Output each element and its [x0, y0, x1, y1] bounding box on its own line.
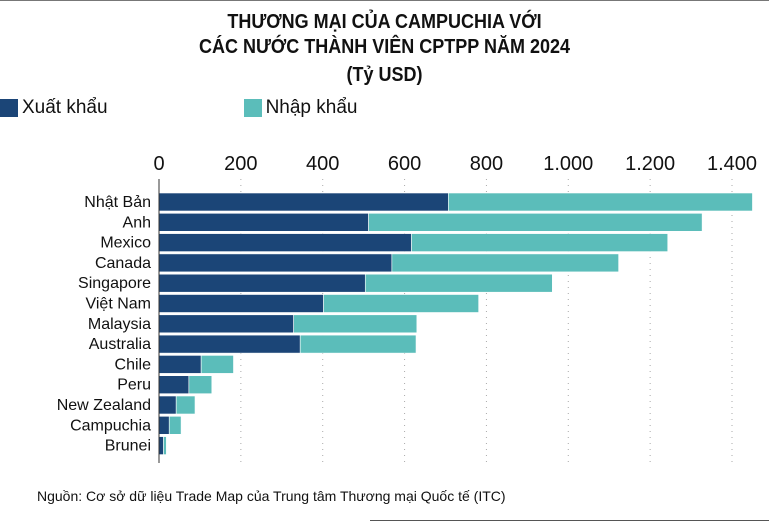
x-tick-label: 1.000: [543, 153, 593, 175]
bar-export: [158, 233, 412, 252]
legend-item-import: Nhập khẩu: [243, 97, 358, 119]
bar-export: [158, 415, 170, 435]
bar-export: [158, 213, 369, 232]
category-label: Malaysia: [88, 316, 151, 333]
bar-export: [158, 375, 190, 395]
category-label: Chile: [115, 356, 152, 373]
chart-title-line-2: CÁC NƯỚC THÀNH VIÊN CPTPP NĂM 2024: [198, 36, 571, 58]
x-tick-label: 800: [470, 153, 503, 175]
bar-export: [158, 355, 202, 374]
category-label: Brunei: [105, 438, 151, 455]
bar-import: [200, 355, 234, 374]
bar-import: [175, 395, 196, 415]
x-tick-label: 1.200: [625, 153, 675, 175]
bar-import: [411, 233, 669, 252]
category-label: Việt Nam: [85, 296, 151, 313]
category-label: Nhật Bản: [84, 194, 151, 211]
category-label: New Zealand: [57, 397, 151, 414]
x-tick-label: 200: [224, 153, 257, 175]
category-label: Anh: [123, 214, 151, 231]
bar-import: [368, 213, 703, 232]
legend-label-import: Nhập khẩu: [265, 97, 358, 118]
legend-swatch-import: [243, 99, 262, 117]
source-note: Nguồn: Cơ sở dữ liệu Trade Map của Trung…: [37, 488, 506, 504]
bar-import: [448, 192, 753, 212]
bar-export: [158, 436, 164, 455]
bar-export: [158, 294, 324, 313]
bar-export: [158, 395, 177, 415]
bar-export: [158, 192, 449, 212]
category-label: Singapore: [78, 275, 151, 292]
chart-title-unit: (Tỷ USD): [346, 64, 423, 86]
x-tick-label: 1.400: [707, 153, 757, 175]
bar-import: [364, 273, 553, 293]
bar-import: [299, 334, 417, 354]
legend-label-export: Xuất khẩu: [22, 97, 108, 118]
category-label: Campuchia: [70, 417, 151, 434]
bar-import: [391, 253, 619, 273]
bar-import: [293, 314, 418, 334]
category-label: Mexico: [100, 235, 151, 252]
bar-export: [158, 314, 294, 334]
category-label: Canada: [95, 255, 151, 272]
bar-import: [323, 294, 479, 313]
bar-import: [163, 436, 167, 455]
bar-export: [158, 253, 393, 273]
bar-export: [158, 273, 366, 293]
bar-import: [188, 375, 213, 395]
x-tick-label: 0: [153, 153, 164, 175]
legend-item-export: Xuất khẩu: [0, 97, 108, 119]
category-label: Peru: [117, 377, 151, 394]
legend: Xuất khẩu Nhập khẩu: [0, 97, 393, 119]
chart-title-line-1: THƯƠNG MẠI CỦA CAMPUCHIA VỚI: [227, 11, 542, 33]
x-tick-label: 600: [388, 153, 421, 175]
bar-export: [158, 334, 301, 354]
bar-import: [168, 415, 182, 435]
legend-swatch-export: [0, 99, 18, 117]
category-label: Australia: [89, 336, 151, 353]
x-tick-label: 400: [306, 153, 339, 175]
